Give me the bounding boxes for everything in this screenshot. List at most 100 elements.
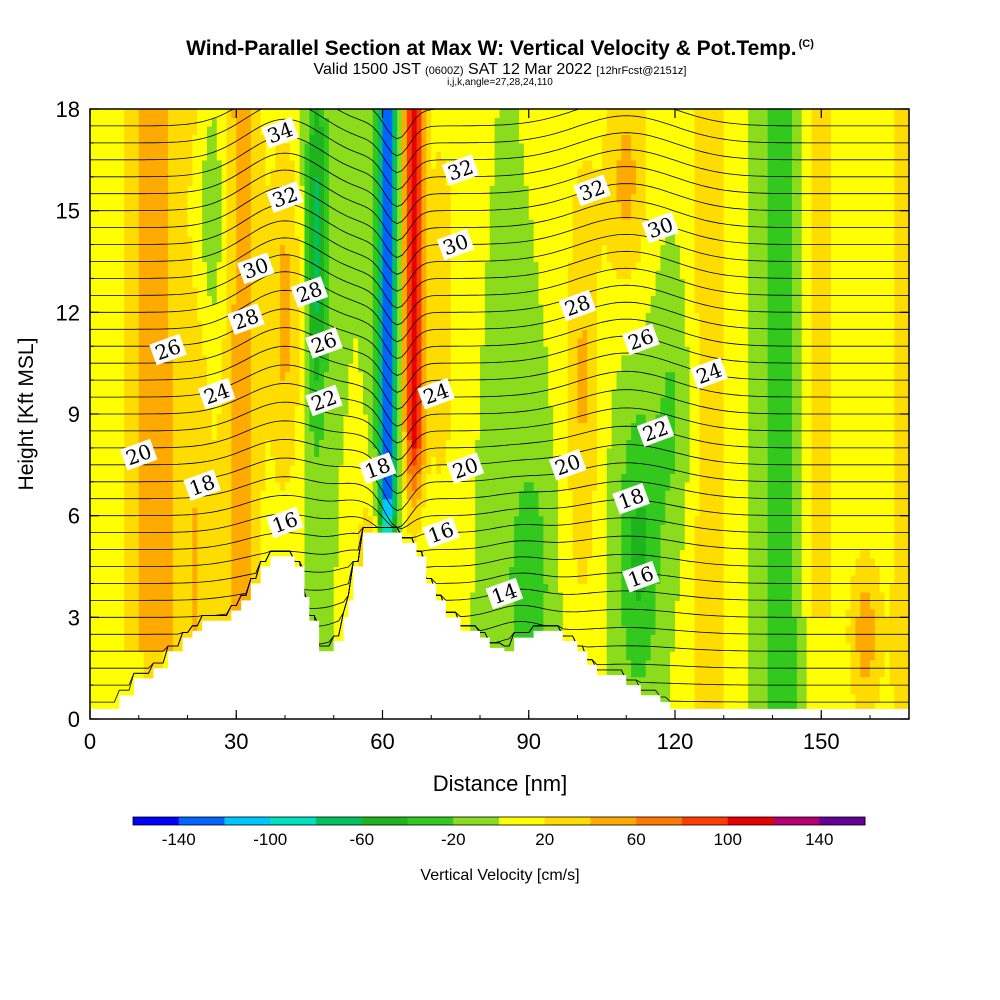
velocity-cell: [143, 363, 150, 373]
velocity-cell: [367, 219, 374, 229]
velocity-cell: [285, 219, 291, 229]
velocity-cell: [133, 193, 140, 203]
velocity-cell: [358, 346, 364, 356]
velocity-cell: [387, 295, 393, 305]
velocity-cell: [109, 464, 115, 474]
velocity-cell: [192, 498, 198, 508]
velocity-cell: [377, 524, 384, 534]
velocity-cell: [90, 117, 96, 127]
velocity-cell: [124, 278, 130, 288]
velocity-cell: [324, 498, 330, 508]
velocity-cell: [285, 422, 291, 432]
velocity-cell: [285, 151, 291, 161]
velocity-cell: [143, 651, 150, 661]
velocity-cell: [406, 430, 413, 441]
velocity-cell: [260, 295, 267, 305]
velocity-cell: [367, 422, 374, 432]
velocity-cell: [246, 253, 252, 263]
velocity-cell: [143, 549, 150, 559]
velocity-cell: [158, 261, 164, 271]
velocity-cell: [104, 236, 111, 246]
velocity-cell: [221, 219, 228, 229]
velocity-cell: [177, 397, 184, 407]
velocity-cell: [119, 185, 125, 195]
velocity-cell: [402, 388, 408, 398]
velocity-cell: [416, 346, 423, 356]
velocity-cell: [353, 473, 359, 483]
velocity-cell: [168, 490, 174, 500]
velocity-cell: [406, 261, 413, 271]
velocity-cell: [324, 117, 330, 127]
velocity-cell: [94, 227, 101, 237]
velocity-cell: [148, 261, 154, 271]
velocity-cell: [406, 320, 413, 330]
velocity-cell: [270, 109, 276, 119]
velocity-cell: [221, 185, 228, 195]
velocity-cell: [168, 142, 174, 152]
velocity-cell: [358, 244, 364, 254]
velocity-cell: [172, 405, 179, 415]
velocity-cell: [109, 117, 115, 127]
velocity-cell: [270, 159, 276, 169]
velocity-cell: [192, 210, 198, 220]
velocity-cell: [319, 574, 325, 585]
velocity-cell: [280, 303, 286, 313]
velocity-cell: [94, 236, 101, 246]
velocity-cell: [353, 507, 359, 517]
velocity-cell: [392, 269, 398, 280]
velocity-cell: [387, 312, 393, 322]
velocity-cell: [285, 286, 291, 296]
velocity-cell: [104, 151, 111, 161]
velocity-cell: [299, 532, 306, 542]
velocity-cell: [294, 363, 301, 373]
velocity-cell: [94, 219, 101, 229]
velocity-cell: [192, 524, 198, 534]
velocity-cell: [104, 337, 111, 347]
velocity-cell: [314, 507, 320, 517]
velocity-cell: [285, 109, 291, 119]
velocity-cell: [314, 574, 320, 585]
velocity-cell: [343, 414, 349, 424]
velocity-cell: [392, 159, 398, 169]
velocity-cell: [299, 473, 306, 483]
velocity-cell: [338, 566, 345, 576]
velocity-cell: [119, 371, 125, 381]
velocity-cell: [309, 481, 315, 491]
velocity-cell: [241, 219, 247, 229]
velocity-cell: [94, 481, 101, 491]
velocity-cell: [138, 134, 145, 144]
velocity-cell: [143, 142, 150, 152]
velocity-cell: [377, 515, 384, 525]
velocity-cell: [285, 176, 291, 186]
velocity-cell: [270, 168, 276, 178]
velocity-cell: [377, 447, 384, 457]
velocity-cell: [216, 286, 223, 296]
velocity-cell: [143, 558, 150, 568]
velocity-cell: [221, 371, 228, 381]
velocity-cell: [138, 422, 145, 432]
velocity-cell: [187, 558, 193, 568]
velocity-cell: [138, 388, 145, 398]
velocity-cell: [104, 219, 111, 229]
velocity-cell: [148, 490, 154, 500]
velocity-cell: [363, 405, 369, 415]
velocity-cell: [163, 176, 169, 186]
velocity-cell: [163, 109, 169, 119]
velocity-cell: [416, 371, 423, 381]
velocity-cell: [202, 227, 208, 237]
velocity-cell: [90, 430, 96, 441]
velocity-cell: [192, 414, 198, 424]
velocity-cell: [216, 109, 223, 119]
velocity-cell: [421, 346, 427, 356]
velocity-cell: [114, 634, 120, 644]
velocity-cell: [163, 591, 169, 601]
velocity-cell: [129, 651, 135, 661]
velocity-cell: [421, 337, 427, 347]
velocity-cell: [94, 414, 101, 424]
velocity-cell: [353, 295, 359, 305]
velocity-cell: [328, 227, 335, 237]
velocity-cell: [328, 125, 335, 136]
velocity-cell: [270, 253, 276, 263]
velocity-cell: [216, 583, 223, 593]
velocity-cell: [163, 405, 169, 415]
